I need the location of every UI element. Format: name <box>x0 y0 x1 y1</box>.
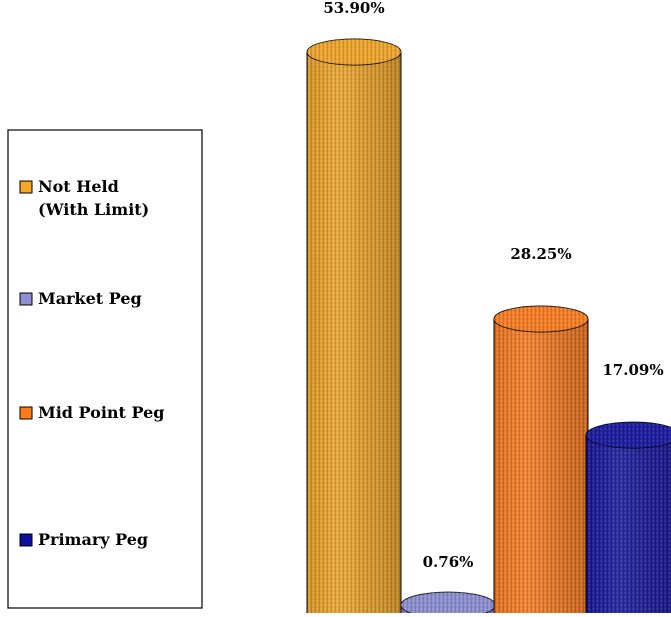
legend-label: (With Limit) <box>38 200 149 219</box>
legend-swatch <box>19 180 33 194</box>
legend-label: Not Held <box>38 177 119 196</box>
bar-2 <box>400 591 496 617</box>
data-label-2: 0.76% <box>423 553 474 571</box>
legend-item-4: Primary Peg <box>19 530 148 549</box>
bar-4 <box>585 421 671 615</box>
legend-item-3: Mid Point Peg <box>19 403 164 422</box>
legend-item-2: Market Peg <box>19 289 142 308</box>
legend-swatch <box>19 292 33 306</box>
legend-label: Primary Peg <box>38 530 148 549</box>
data-labels: 53.90% 0.76% 28.25% 17.09% <box>323 0 663 571</box>
legend-swatch <box>19 533 33 547</box>
data-label-4: 17.09% <box>602 361 663 379</box>
bar-3 <box>493 305 589 615</box>
legend-label: Mid Point Peg <box>38 403 164 422</box>
bar-1 <box>306 38 402 615</box>
data-label-3: 28.25% <box>510 245 571 263</box>
legend: Not Held (With Limit) Market Peg Mid Point … <box>7 129 203 609</box>
legend-swatch <box>19 406 33 420</box>
legend-label: Market Peg <box>38 289 142 308</box>
legend-item-1: Not Held (With Limit) <box>19 177 149 219</box>
data-label-1: 53.90% <box>323 0 384 17</box>
legend-box <box>7 129 203 609</box>
bars <box>306 38 671 617</box>
